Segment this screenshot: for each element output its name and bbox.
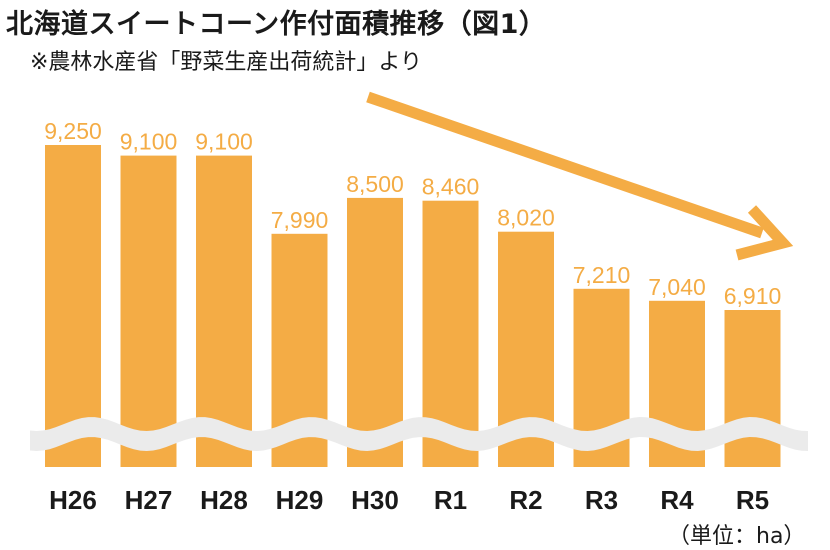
- value-label-R5: 6,910: [724, 283, 782, 309]
- x-tick-H27: H27: [125, 485, 173, 515]
- axis-break-band: [30, 417, 808, 451]
- x-tick-R3: R3: [585, 485, 618, 515]
- x-tick-H28: H28: [200, 485, 248, 515]
- axis-break: [30, 417, 808, 451]
- value-label-R3: 7,210: [573, 262, 631, 288]
- value-label-H30: 8,500: [346, 171, 404, 197]
- x-tick-labels-layer: H26 H27 H28 H29 H30 R1 R2 R3 R4 R5: [49, 485, 769, 515]
- x-tick-R5: R5: [736, 485, 769, 515]
- value-label-H29: 7,990: [271, 207, 329, 233]
- bar-H28: [196, 155, 252, 467]
- chart-title: 北海道スイートコーン作付面積推移（図1）: [6, 9, 547, 40]
- source-note: ※農林水産省「野菜生産出荷統計」より: [30, 50, 422, 75]
- unit-label: （単位：ha）: [668, 524, 806, 549]
- value-label-R2: 8,020: [497, 205, 555, 231]
- bar-R5: [724, 310, 781, 467]
- value-label-H28: 9,100: [195, 129, 253, 155]
- trend-arrow-head: [735, 205, 794, 261]
- value-label-R4: 7,040: [648, 274, 706, 300]
- x-tick-H29: H29: [276, 485, 324, 515]
- value-label-R1: 8,460: [422, 174, 480, 200]
- x-tick-H26: H26: [49, 485, 97, 515]
- bar-H30: [347, 197, 403, 467]
- x-tick-R1: R1: [434, 485, 467, 515]
- value-label-H26: 9,250: [44, 118, 102, 144]
- x-tick-R2: R2: [509, 485, 542, 515]
- bar-H27: [120, 155, 177, 467]
- x-tick-R4: R4: [660, 485, 694, 515]
- x-tick-H30: H30: [351, 485, 399, 515]
- value-labels-layer: 9,250 9,100 9,100 7,990 8,500 8,460 8,020 7,210…: [44, 118, 781, 309]
- trend-arrow: [366, 91, 794, 261]
- trend-arrow-shaft: [366, 91, 764, 239]
- value-label-H27: 9,100: [120, 129, 178, 155]
- bar-H26: [45, 145, 101, 467]
